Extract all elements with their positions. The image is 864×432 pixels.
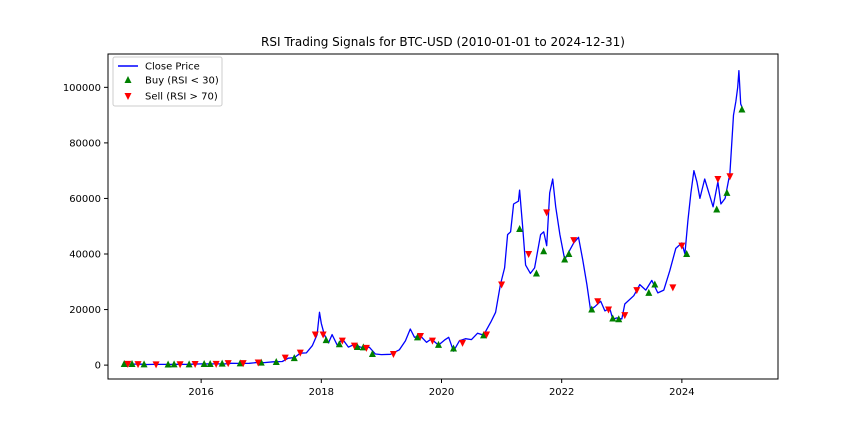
legend: Close Price Buy (RSI < 30) Sell (RSI > 70) [112, 56, 223, 107]
y-tick-label: 40000 [69, 250, 101, 261]
x-tick-label: 2018 [309, 387, 334, 398]
sell-signal-marker [605, 306, 613, 314]
sell-signal-marker [239, 360, 247, 368]
buy-signal-marker [140, 360, 148, 368]
sell-signal-marker [224, 360, 232, 368]
sell-signal-marker [350, 342, 358, 350]
buy-signal-marker [170, 360, 178, 368]
sell-signal-marker [633, 287, 641, 295]
y-tick-label: 20000 [69, 305, 101, 316]
series-layer [123, 70, 743, 366]
sell-signal-marker [152, 361, 160, 369]
legend-box [112, 56, 223, 107]
sell-signal-marker [176, 361, 184, 369]
buy-signal-marker [683, 250, 691, 257]
sell-signal-marker [191, 361, 199, 369]
sell-signal-marker [525, 251, 533, 258]
y-tick-label: 80000 [69, 138, 101, 149]
y-tick-label: 0 [95, 361, 101, 372]
buy-signal-marker [368, 350, 376, 357]
sell-signal-marker [459, 339, 467, 347]
y-axis: 0 20000 40000 60000 80000 100000 [63, 83, 108, 372]
sell-signal-marker [498, 281, 506, 289]
buy-signal-marker [480, 331, 488, 339]
sell-signal-marker [483, 331, 491, 339]
sell-signal-marker [669, 284, 677, 292]
x-tick-label: 2024 [669, 387, 694, 398]
buy-signal-marker [615, 315, 623, 323]
buy-signal-marker [588, 305, 596, 313]
x-tick-label: 2020 [429, 387, 454, 398]
buy-signal-marker [290, 354, 298, 362]
x-tick-label: 2016 [188, 387, 213, 398]
legend-label: Sell (RSI > 70) [145, 92, 218, 103]
buy-signal-marker [434, 340, 442, 348]
buy-signal-marker [713, 205, 721, 213]
sell-signal-marker [296, 349, 304, 357]
buy-signal-marker [206, 360, 214, 367]
buy-signal-marker [353, 343, 361, 351]
buy-signal-marker [645, 288, 653, 296]
buy-signal-marker [185, 360, 193, 368]
x-axis: 2016 2018 2020 2022 2024 [188, 379, 695, 398]
y-tick-label: 100000 [63, 83, 101, 94]
sell-signal-marker [543, 209, 551, 217]
sell-signal-marker [362, 344, 370, 352]
legend-label: Buy (RSI < 30) [145, 76, 219, 87]
sell-signal-marker [134, 361, 142, 369]
buy-signal-marker [565, 250, 573, 257]
sell-signal-marker [254, 359, 262, 367]
buy-signal-marker [540, 247, 548, 255]
buy-signal-marker [335, 340, 343, 348]
sell-signal-marker [212, 360, 220, 368]
buy-signal-marker [450, 344, 458, 352]
buy-signal-marker [218, 359, 226, 367]
buy-signal-marker [723, 188, 731, 196]
x-tick-label: 2022 [549, 387, 574, 398]
legend-buy-swatch [124, 76, 132, 83]
sell-signal-marker [416, 332, 424, 340]
plot-frame [107, 53, 779, 380]
buy-signal-marker [738, 105, 746, 113]
buy-signal-marker [322, 336, 330, 344]
sell-signal-marker [281, 354, 289, 362]
buy-signal-marker [532, 269, 540, 277]
buy-signal-marker [200, 359, 208, 367]
sell-signal-marker [714, 176, 722, 183]
sell-signal-marker [428, 337, 436, 345]
sell-signal-marker [570, 237, 578, 245]
legend-sell-swatch [124, 93, 132, 100]
sell-signal-marker [389, 351, 397, 358]
sell-signal-marker [621, 312, 629, 320]
sell-signal-marker [124, 360, 132, 368]
buy-signal-marker [164, 360, 172, 368]
buy-signal-marker [516, 225, 524, 232]
sell-signal-marker [594, 298, 602, 306]
sell-signal-marker [319, 331, 327, 339]
close-price-line [123, 70, 743, 366]
sell-signal-marker [338, 337, 346, 345]
sell-signal-marker [678, 242, 686, 250]
chart-title: RSI Trading Signals for BTC-USD (2010-01… [261, 35, 625, 49]
buy-signal-marker [651, 280, 659, 288]
legend-label: Close Price [145, 62, 200, 73]
sell-signals [124, 173, 734, 369]
y-tick-label: 60000 [69, 194, 101, 205]
sell-signal-marker [726, 173, 734, 181]
buy-signal-marker [272, 358, 280, 366]
plot-area [107, 53, 779, 380]
buy-signal-marker [561, 255, 569, 263]
sell-signal-marker [311, 331, 319, 339]
buy-signal-marker [120, 360, 128, 367]
buy-signal-marker [609, 314, 617, 322]
buy-signal-marker [128, 360, 136, 368]
buy-signal-marker [413, 333, 421, 341]
